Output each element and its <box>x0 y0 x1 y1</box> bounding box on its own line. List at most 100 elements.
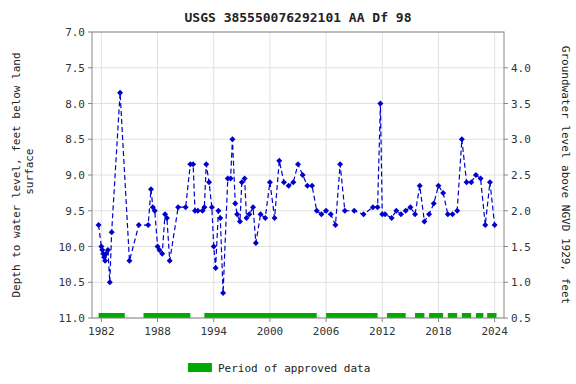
y2-tick-label: 4.0 <box>511 62 531 75</box>
data-point <box>426 211 432 217</box>
y-tick <box>88 103 92 104</box>
x-tick <box>213 318 214 322</box>
data-point <box>175 204 181 210</box>
y2-tick <box>504 103 508 104</box>
data-point <box>148 186 154 192</box>
data-point <box>152 208 158 214</box>
x-tick <box>438 318 439 322</box>
x-tick <box>269 318 270 322</box>
data-point <box>435 183 441 189</box>
data-point <box>211 244 217 250</box>
y-grid-line <box>92 139 504 140</box>
data-point <box>126 258 132 264</box>
data-point <box>183 204 189 210</box>
y-tick <box>88 32 92 33</box>
chart: 198219881994200020062012201820247.07.58.… <box>0 0 576 384</box>
data-point <box>431 201 437 207</box>
y2-tick-label: 3.5 <box>511 98 531 111</box>
data-point <box>217 215 223 221</box>
data-point <box>342 208 348 214</box>
y-grid-line <box>92 175 504 176</box>
data-point <box>412 211 418 217</box>
x-tick <box>326 318 327 322</box>
data-point <box>272 215 278 221</box>
data-point <box>473 172 479 178</box>
data-layer <box>96 90 498 318</box>
data-point <box>213 265 219 271</box>
data-point <box>459 136 465 142</box>
y-tick-label: 11.0 <box>59 312 86 325</box>
plot-frame <box>92 32 504 318</box>
data-point <box>290 179 296 185</box>
x-tick-label: 1988 <box>144 325 171 338</box>
data-point <box>421 218 427 224</box>
data-point <box>102 258 108 264</box>
data-point <box>228 176 234 182</box>
data-point <box>393 208 399 214</box>
x-tick <box>494 318 495 322</box>
data-point <box>253 240 259 246</box>
data-point <box>309 183 315 189</box>
data-point <box>201 204 207 210</box>
data-point <box>209 204 215 210</box>
data-point <box>398 211 404 217</box>
y2-tick <box>504 67 508 68</box>
data-point <box>109 229 115 235</box>
plot-background <box>92 32 504 318</box>
data-point <box>276 158 282 164</box>
y-grid-line <box>92 103 504 104</box>
y-tick <box>88 139 92 140</box>
data-point <box>117 90 123 96</box>
data-point <box>417 183 423 189</box>
data-point <box>407 204 413 210</box>
y2-tick-label: 2.0 <box>511 205 531 218</box>
legend-swatch <box>188 363 212 372</box>
data-point <box>492 222 498 228</box>
approved-period <box>144 313 191 318</box>
y2-tick-label: 1.0 <box>511 276 531 289</box>
x-tick-label: 2012 <box>369 325 396 338</box>
x-tick-label: 1982 <box>88 325 115 338</box>
data-point <box>389 215 395 221</box>
data-point <box>167 258 173 264</box>
data-point <box>136 222 142 228</box>
data-point <box>164 215 170 221</box>
approved-period <box>487 313 496 318</box>
legend-label: Period of approved data <box>218 362 370 375</box>
data-point <box>450 211 456 217</box>
y2-tick-label: 3.0 <box>511 133 531 146</box>
data-point <box>300 172 306 178</box>
x-tick <box>101 318 102 322</box>
x-tick-label: 2018 <box>425 325 452 338</box>
approved-period <box>204 313 316 318</box>
y-tick-label: 7.5 <box>65 62 85 75</box>
data-point <box>487 179 493 185</box>
data-point <box>234 211 240 217</box>
data-point <box>295 161 301 167</box>
series-line <box>99 93 495 293</box>
data-point <box>318 211 324 217</box>
approved-period <box>429 313 443 318</box>
data-point <box>105 247 111 253</box>
approved-period <box>462 313 471 318</box>
y2-tick <box>504 282 508 283</box>
y-tick <box>88 246 92 247</box>
data-point <box>145 222 151 228</box>
y-tick-label: 10.0 <box>59 241 86 254</box>
data-point <box>237 218 243 224</box>
approved-period <box>476 313 483 318</box>
data-point <box>107 279 113 285</box>
data-point <box>314 208 320 214</box>
x-tick-label: 1994 <box>200 325 227 338</box>
data-point <box>361 211 367 217</box>
y-axis: 7.07.58.08.59.09.510.010.511.0 <box>59 26 93 325</box>
y-tick-label: 8.5 <box>65 133 85 146</box>
data-point <box>454 208 460 214</box>
y-tick <box>88 67 92 68</box>
data-point <box>267 179 273 185</box>
y-grid-line <box>92 67 504 68</box>
approved-period <box>448 313 457 318</box>
data-point <box>250 204 256 210</box>
data-point <box>332 222 338 228</box>
data-point <box>375 204 381 210</box>
